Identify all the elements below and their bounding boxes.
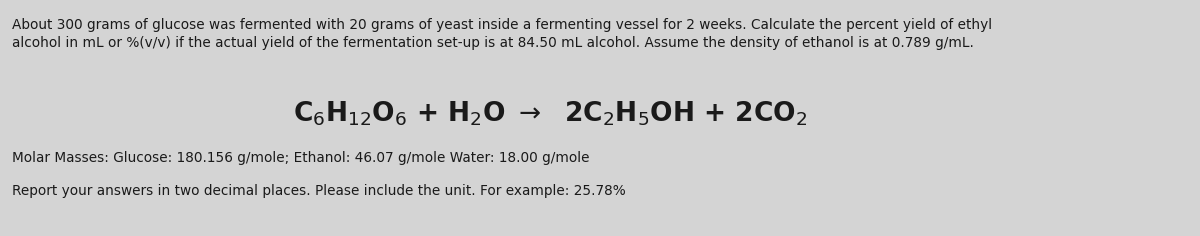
Text: C$_6$H$_{12}$O$_6$ + H$_2$O $\rightarrow$  2C$_2$H$_5$OH + 2CO$_2$: C$_6$H$_{12}$O$_6$ + H$_2$O $\rightarrow…	[293, 100, 808, 128]
Text: About 300 grams of glucose was fermented with 20 grams of yeast inside a ferment: About 300 grams of glucose was fermented…	[12, 18, 992, 32]
Text: Report your answers in two decimal places. Please include the unit. For example:: Report your answers in two decimal place…	[12, 184, 625, 198]
Text: alcohol in mL or %(v/v) if the actual yield of the fermentation set-up is at 84.: alcohol in mL or %(v/v) if the actual yi…	[12, 36, 974, 50]
Text: Molar Masses: Glucose: 180.156 g/mole; Ethanol: 46.07 g/mole Water: 18.00 g/mole: Molar Masses: Glucose: 180.156 g/mole; E…	[12, 151, 589, 165]
